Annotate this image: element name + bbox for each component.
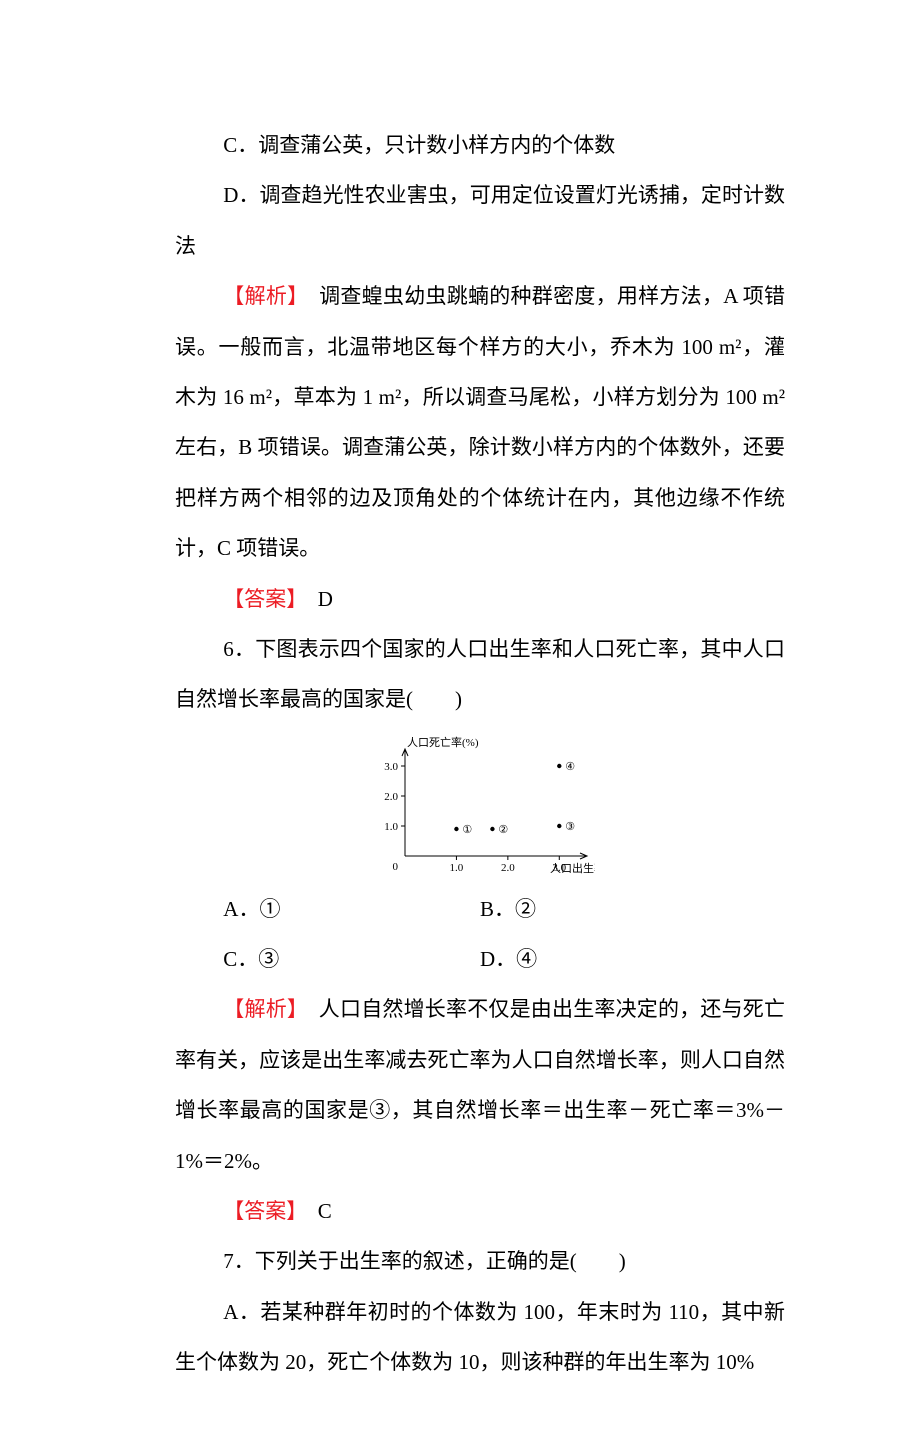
q6-option-a: A．① (175, 884, 480, 934)
svg-text:①: ① (462, 824, 472, 836)
q6-options-row1: A．① B．② (175, 884, 785, 934)
q6-stem: 6．下图表示四个国家的人口出生率和人口死亡率，其中人口自然增长率最高的国家是( … (175, 624, 785, 725)
q5-answer: 【答案】 D (175, 574, 785, 624)
svg-text:1.0: 1.0 (450, 862, 464, 874)
svg-text:人口出生率(%): 人口出生率(%) (550, 861, 595, 875)
answer-value: C (297, 1199, 332, 1223)
q5-explanation: 【解析】 调查蝗虫幼虫跳蝻的种群密度，用样方法，A 项错误。一般而言，北温带地区… (175, 271, 785, 573)
q5-option-c: C．调查蒲公英，只计数小样方内的个体数 (175, 120, 785, 170)
q7-stem: 7．下列关于出生率的叙述，正确的是( ) (175, 1236, 785, 1286)
q5-option-d: D．调查趋光性农业害虫，可用定位设置灯光诱捕，定时计数法 (175, 170, 785, 271)
explanation-text: 调查蝗虫幼虫跳蝻的种群密度，用样方法，A 项错误。一般而言，北温带地区每个样方的… (175, 284, 785, 560)
svg-text:3.0: 3.0 (384, 761, 398, 773)
answer-label: 【答案】 (223, 587, 297, 611)
scatter-chart: 1.02.03.01.02.03.00人口死亡率(%)人口出生率(%)①②③④ (365, 733, 595, 878)
q6-chart-container: 1.02.03.01.02.03.00人口死亡率(%)人口出生率(%)①②③④ (175, 733, 785, 878)
q6-explanation: 【解析】 人口自然增长率不仅是由出生率决定的，还与死亡率有关，应该是出生率减去死… (175, 984, 785, 1186)
explanation-label: 【解析】 (223, 997, 297, 1021)
svg-text:1.0: 1.0 (384, 821, 398, 833)
explanation-text: 人口自然增长率不仅是由出生率决定的，还与死亡率有关，应该是出生率减去死亡率为人口… (175, 997, 785, 1172)
svg-text:0: 0 (393, 861, 399, 873)
answer-label: 【答案】 (223, 1199, 297, 1223)
q6-option-d: D．④ (480, 934, 785, 984)
svg-text:人口死亡率(%): 人口死亡率(%) (407, 735, 479, 749)
q6-option-b: B．② (480, 884, 785, 934)
q6-answer: 【答案】 C (175, 1186, 785, 1236)
q6-options-row2: C．③ D．④ (175, 934, 785, 984)
answer-value: D (297, 587, 333, 611)
explanation-label: 【解析】 (223, 284, 298, 308)
svg-text:②: ② (498, 824, 508, 836)
svg-text:2.0: 2.0 (501, 862, 515, 874)
svg-text:③: ③ (565, 821, 575, 833)
svg-text:④: ④ (565, 761, 575, 773)
q6-option-c: C．③ (175, 934, 480, 984)
svg-text:2.0: 2.0 (384, 791, 398, 803)
